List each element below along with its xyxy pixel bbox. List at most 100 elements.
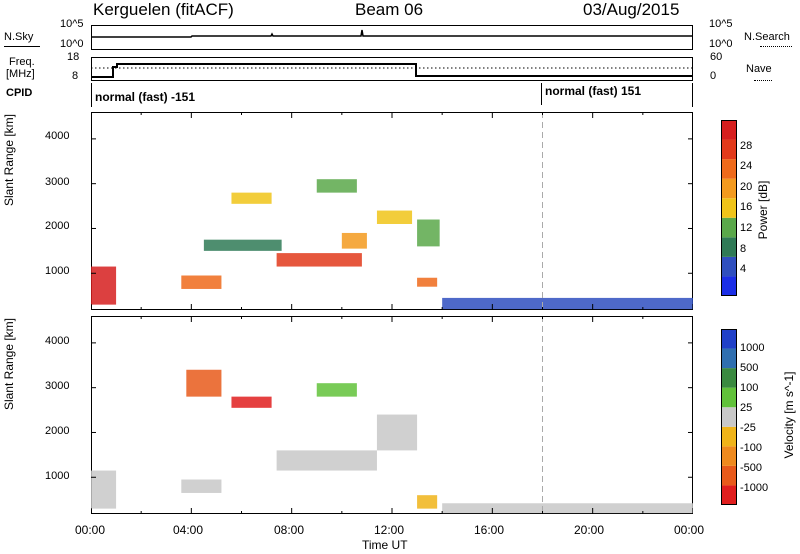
velocity-scatter-region-4 — [276, 450, 377, 471]
freq-label-1: Freq. — [9, 56, 35, 68]
nsearch-label: N.Search — [744, 31, 790, 43]
vel-cbar-tick-m100: -100 — [740, 442, 763, 454]
beam-title: Beam 06 — [355, 0, 424, 19]
power-scatter-region-7 — [417, 219, 440, 247]
vel-cbar-swatch-0 — [721, 485, 737, 505]
nsky-label: N.Sky — [4, 31, 34, 43]
power-cbar-tick-28: 28 — [740, 140, 753, 152]
velocity-scatter-region-7 — [442, 503, 693, 514]
vel-cbar-tick-m1000: -1000 — [740, 482, 769, 494]
power-cbar-tick-24: 24 — [740, 160, 753, 172]
vel-cbar-swatch-6 — [721, 368, 737, 388]
power-scatter-region-9 — [316, 179, 357, 193]
vel-cbar-swatch-2 — [721, 446, 737, 466]
power-cbar-swatch-6 — [721, 159, 737, 179]
nave-dots — [754, 80, 772, 81]
freq-trace — [91, 63, 693, 78]
velocity-scatter-region-6 — [417, 495, 438, 509]
vel-cbar-swatch-3 — [721, 426, 737, 447]
xtick-1200: 12:00 — [374, 523, 405, 537]
x-axis-label: Time UT — [362, 538, 408, 552]
vel-cbar-swatch-7 — [721, 348, 737, 369]
cpid-label: CPID — [6, 87, 33, 99]
power-scatter-region-0 — [91, 266, 117, 305]
power-cbar-tick-12: 12 — [740, 222, 753, 234]
xtick-0400: 04:00 — [173, 523, 204, 537]
velocity-cbar-label: Velocity [m s^-1] — [782, 371, 796, 459]
power-cbar-swatch-3 — [721, 217, 737, 238]
velocity-scatter-region-3 — [186, 369, 222, 397]
velocity-ylabel: Slant Range [km] — [2, 317, 16, 411]
power-cbar-tick-16: 16 — [740, 201, 753, 213]
nsky-tick-high: 10^5 — [60, 18, 84, 30]
velocity-colorbar — [721, 329, 737, 505]
velocity-ytick-3000: 3000 — [45, 380, 70, 392]
power-cbar-swatch-5 — [721, 178, 737, 199]
xtick-2000: 20:00 — [574, 523, 605, 537]
vel-cbar-tick-1000: 1000 — [740, 342, 765, 354]
xtick-0800: 08:00 — [274, 523, 305, 537]
power-cbar-border — [721, 120, 737, 296]
power-ytick-2000: 2000 — [45, 220, 70, 232]
nsearch-tick-low: 10^0 — [709, 38, 733, 50]
vel-cbar-swatch-1 — [721, 465, 737, 486]
vel-cbar-border — [721, 329, 737, 505]
vel-cbar-tick-100: 100 — [740, 382, 759, 394]
nave-tick-low: 0 — [710, 70, 717, 82]
power-cbar-swatch-1 — [721, 256, 737, 277]
nsearch-tick-high: 10^5 — [709, 18, 733, 30]
freq-tick-high: 18 — [67, 51, 80, 63]
power-ylabel: Slant Range [km] — [2, 113, 16, 207]
velocity-heatmap — [91, 316, 693, 514]
nsky-underline — [4, 46, 40, 47]
date-title: 03/Aug/2015 — [583, 0, 680, 19]
power-ytick-3000: 3000 — [45, 176, 70, 188]
power-cbar-swatch-7 — [721, 139, 737, 160]
cpid-divider — [541, 83, 542, 105]
velocity-ytick-2000: 2000 — [45, 425, 70, 437]
power-ytick-4000: 4000 — [45, 130, 70, 142]
power-scatter-region-4 — [341, 232, 367, 249]
power-scatter-region-8 — [203, 239, 282, 251]
velocity-ytick-4000: 4000 — [45, 335, 70, 347]
vel-cbar-swatch-8 — [721, 329, 737, 349]
vel-cbar-tick-500: 500 — [740, 362, 759, 374]
nsearch-dots — [760, 46, 792, 47]
power-scatter-region-3 — [276, 253, 362, 267]
vel-cbar-tick-25: 25 — [740, 402, 753, 414]
nsky-tick-low: 10^0 — [60, 38, 84, 50]
power-scatter-region-6 — [417, 277, 438, 287]
power-heatmap — [91, 112, 693, 310]
nave-label: Nave — [746, 63, 772, 75]
power-ytick-1000: 1000 — [45, 265, 70, 277]
power-scatter-region-2 — [231, 192, 272, 204]
cpid-segment-2: normal (fast) 151 — [545, 84, 642, 98]
velocity-scatter-region-5 — [376, 414, 418, 451]
nsky-trace — [91, 29, 693, 38]
power-cbar-label: Power [dB] — [756, 180, 770, 240]
velocity-scatter-region-0 — [91, 470, 117, 509]
power-cbar-tick-20: 20 — [740, 181, 753, 193]
xtick-0000: 00:00 — [75, 523, 106, 537]
cpid-segment-1: normal (fast) -151 — [95, 90, 196, 104]
xtick-2400: 00:00 — [674, 523, 705, 537]
power-cbar-tick-8: 8 — [740, 243, 747, 255]
vel-cbar-tick-m25: -25 — [740, 422, 756, 434]
power-cbar-swatch-4 — [721, 198, 737, 218]
power-cbar-swatch-8 — [721, 120, 737, 140]
velocity-scatter-region-2 — [231, 396, 272, 408]
power-scatter-region-1 — [181, 275, 222, 289]
power-scatter-region-5 — [376, 210, 413, 224]
velocity-scatter-region-8 — [316, 383, 357, 397]
freq-tick-low: 8 — [72, 70, 79, 82]
cpid-row-border — [91, 83, 693, 107]
power-scatter-region-10 — [442, 297, 693, 310]
vel-cbar-swatch-4 — [721, 407, 737, 427]
freq-label-2: [MHz] — [6, 68, 35, 80]
velocity-scatter-region-1 — [181, 479, 222, 493]
power-colorbar — [721, 120, 737, 296]
nave-tick-high: 60 — [710, 51, 723, 63]
station-title: Kerguelen (fitACF) — [93, 0, 234, 19]
vel-cbar-swatch-5 — [721, 387, 737, 408]
velocity-ytick-1000: 1000 — [45, 470, 70, 482]
